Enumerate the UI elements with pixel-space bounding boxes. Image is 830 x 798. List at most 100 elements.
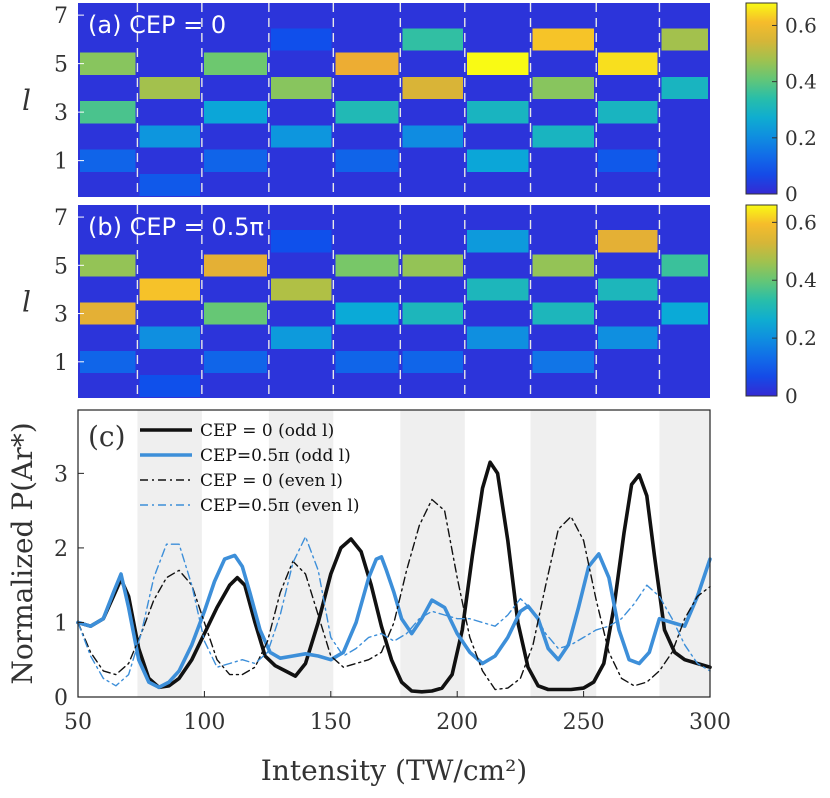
heatmap-cell-l5 <box>335 52 399 75</box>
ytick-label: 1 <box>54 351 68 376</box>
heatmap-cell-l2 <box>466 326 529 349</box>
heatmap-cell-l6 <box>402 28 463 51</box>
xtick-label: 200 <box>436 710 478 735</box>
heatmap-b-cells <box>80 230 708 397</box>
heatmap-cell-l1 <box>80 149 136 172</box>
heatmap-a-cells <box>80 28 708 196</box>
panel-a-label: (a) CEP = 0 <box>88 11 226 39</box>
ytick-label: 3 <box>54 462 68 487</box>
legend-entry-1: CEP=0.5π (odd l) <box>200 446 351 466</box>
xtick-label: 150 <box>310 710 352 735</box>
heatmap-cell-l2 <box>270 125 332 148</box>
heatmap-cell-l4 <box>270 278 332 301</box>
heatmap-cell-l5 <box>203 254 267 277</box>
colorbar-b: 0 0.2 0.4 0.6 <box>745 204 817 408</box>
heatmap-cell-l2 <box>139 125 200 148</box>
heatmap-cell-l2 <box>402 125 463 148</box>
ytick-label: 0 <box>54 686 68 711</box>
heatmap-cell-l3 <box>335 302 399 325</box>
panel-c-label: (c) <box>88 420 126 453</box>
heatmap-cell-l5 <box>203 52 267 75</box>
heatmap-cell-l4 <box>532 76 595 99</box>
ytick-label: 5 <box>54 254 68 279</box>
shaded-bands <box>137 410 710 697</box>
panel-b-label: (b) CEP = 0.5π <box>88 213 264 241</box>
heatmap-cell-l0 <box>139 173 200 196</box>
colorbar-tick-label: 0.2 <box>785 326 817 350</box>
heatmap-cell-l4 <box>270 76 332 99</box>
heatmap-cell-l6 <box>270 28 332 51</box>
legend: CEP = 0 (odd l) CEP=0.5π (odd l) CEP = 0 (… <box>140 421 360 516</box>
shaded-band <box>659 410 710 697</box>
colorbar-tick-label: 0 <box>785 384 798 408</box>
heatmap-cell-l1 <box>532 350 595 373</box>
heatmap-cell-l5 <box>80 52 136 75</box>
legend-entry-0: CEP = 0 (odd l) <box>200 421 334 441</box>
ytick-label: 2 <box>54 537 68 562</box>
heatmap-cell-l1 <box>402 350 463 373</box>
heatmap-cell-l5 <box>532 254 595 277</box>
heatmap-cell-l6 <box>270 230 332 253</box>
colorbar-tick-label: 0 <box>785 182 798 206</box>
colorbar-gradient <box>745 2 778 195</box>
heatmap-a-ylabel: l <box>22 84 31 117</box>
heatmap-cell-l2 <box>139 326 200 349</box>
heatmap-cell-l4 <box>139 76 200 99</box>
line-panel-c: 50 100 150 200 250 300 0 1 2 3 (c) Intensity (TW… <box>6 409 731 787</box>
series-line-1 <box>76 552 712 690</box>
x-ticks: 50 100 150 200 250 300 <box>64 691 731 735</box>
ytick-label: 7 <box>54 4 68 29</box>
heatmap-cell-l3 <box>466 101 529 124</box>
x-axis-title: Intensity (TW/cm²) <box>261 754 527 787</box>
heatmap-cell-l3 <box>80 101 136 124</box>
ytick-label: 1 <box>54 611 68 636</box>
colorbar-tick-label: 0.6 <box>785 13 817 37</box>
heatmap-cell-l1 <box>335 149 399 172</box>
series-line-0 <box>76 460 712 694</box>
heatmap-cell-l0 <box>139 374 200 397</box>
heatmap-cell-l5 <box>335 254 399 277</box>
xtick-label: 250 <box>563 710 605 735</box>
heatmap-cell-l5 <box>402 254 463 277</box>
heatmap-cell-l1 <box>466 149 529 172</box>
y-axis-title: Normalized P(Ar*) <box>6 422 39 684</box>
colorbar-gradient <box>745 204 778 397</box>
heatmap-cell-l6 <box>532 28 595 51</box>
heatmap-cell-l3 <box>598 101 658 124</box>
heatmap-cell-l3 <box>80 302 136 325</box>
colorbar-tick-label: 0.6 <box>785 210 817 234</box>
heatmap-cell-l5 <box>661 254 708 277</box>
heatmap-cell-l5 <box>466 52 529 75</box>
legend-entry-2: CEP = 0 (even l) <box>200 471 343 491</box>
heatmap-cell-l2 <box>270 326 332 349</box>
heatmap-cell-l4 <box>139 278 200 301</box>
shaded-band <box>137 410 202 697</box>
xtick-label: 300 <box>689 710 731 735</box>
heatmap-cell-l5 <box>80 254 136 277</box>
heatmap-cell-l4 <box>661 76 708 99</box>
ytick-label: 5 <box>54 53 68 78</box>
ytick-label: 1 <box>54 150 68 175</box>
series-line-3 <box>77 536 711 687</box>
colorbar-tick-label: 0.4 <box>785 268 817 292</box>
heatmap-cell-l1 <box>203 149 267 172</box>
heatmap-b-yticks: 1 3 5 7 <box>54 206 84 376</box>
heatmap-cell-l3 <box>203 101 267 124</box>
heatmap-panel-a: (a) CEP = 0 1 3 5 7 l <box>22 3 710 197</box>
heatmap-panel-b: (b) CEP = 0.5π 1 3 5 7 l <box>22 205 710 398</box>
ytick-label: 3 <box>54 303 68 328</box>
heatmap-cell-l3 <box>203 302 267 325</box>
heatmap-cell-l1 <box>335 350 399 373</box>
panel-c-frame <box>77 409 711 698</box>
colorbar-tick-label: 0.2 <box>785 126 817 150</box>
heatmap-b-dashed-lines <box>136 205 661 398</box>
heatmap-cell-l5 <box>598 52 658 75</box>
xtick-label: 100 <box>183 710 225 735</box>
series-line-2 <box>77 498 711 691</box>
legend-entry-3: CEP=0.5π (even l) <box>200 496 360 516</box>
line-series <box>76 460 712 694</box>
heatmap-cell-l3 <box>532 302 595 325</box>
heatmap-cell-l6 <box>661 28 708 51</box>
xtick-label: 50 <box>64 710 92 735</box>
